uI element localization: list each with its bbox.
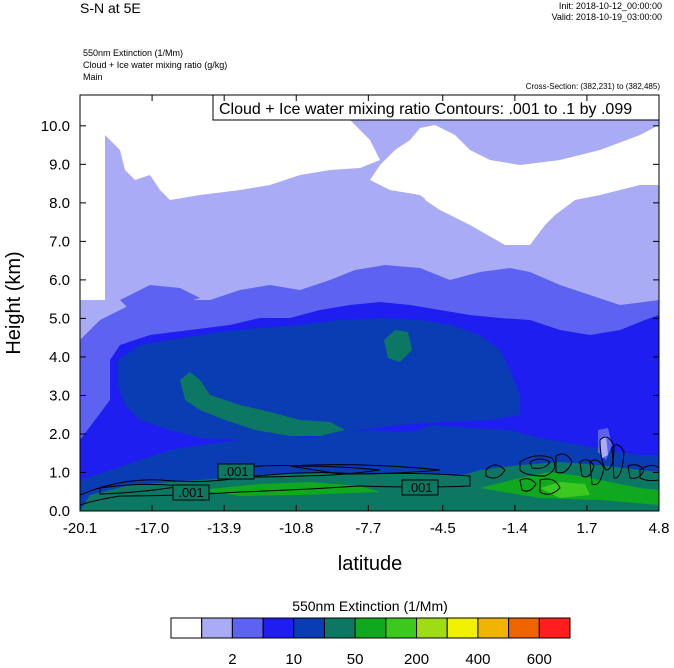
- contour-labels: .001 .001 .001: [172, 463, 439, 501]
- colorbar-swatch: [508, 617, 540, 639]
- contour-label-1: .001: [178, 485, 203, 500]
- y-tick-label: 3.0: [49, 387, 70, 404]
- colorbar-tick-label: 2: [228, 651, 236, 668]
- x-tick-label: -7.7: [355, 520, 381, 537]
- contour-label-3: .001: [407, 480, 432, 495]
- contour-info-box: [212, 94, 660, 121]
- colorbar-tick-label: 400: [465, 651, 490, 668]
- y-tick-label: 9.0: [49, 156, 70, 173]
- x-tick-label: -1.4: [502, 520, 528, 537]
- colorbar-ticks: 2 10 50 200 400 600: [228, 651, 552, 668]
- colorbar-swatch: [446, 617, 479, 639]
- contour-info-text: Cloud + Ice water mixing ratio Contours:…: [219, 101, 632, 118]
- x-axis-label: latitude: [338, 553, 403, 575]
- colorbar-tick-label: 200: [404, 651, 429, 668]
- y-tick-label: 10.0: [41, 118, 70, 135]
- colorbar-swatch: [201, 617, 233, 639]
- x-tick-label: 4.8: [649, 520, 670, 537]
- y-axis-label: Height (km): [3, 251, 25, 354]
- colorbar-swatch: [538, 617, 571, 639]
- mixing-ratio-contours: [80, 436, 659, 506]
- contour-label-box-1: [172, 484, 210, 501]
- y-tick-label: 6.0: [49, 272, 70, 289]
- colorbar-tick-label: 10: [285, 651, 302, 668]
- y-tick-label: 7.0: [49, 233, 70, 250]
- x-axis: -20.1 -17.0 -13.9 -10.8 -7.7 -4.5 -1.4 1.7 4.8: [63, 95, 670, 537]
- y-axis: 0.0 1.0 2.0 3.0 4.0 5.0 6.0 7.0 8.0 9.0 10.0: [41, 118, 659, 520]
- x-tick-label: -10.8: [279, 520, 313, 537]
- y-tick-label: 2.0: [49, 426, 70, 443]
- colorbar-swatch: [293, 617, 325, 639]
- colorbar-swatch: [262, 617, 295, 639]
- y-tick-label: 4.0: [49, 349, 70, 366]
- init-time-label: Init: 2018-10-12_00:00:00: [558, 1, 662, 11]
- colorbar-swatch: [416, 617, 448, 639]
- y-tick-label: 0.0: [49, 503, 70, 520]
- x-tick-label: -17.0: [135, 520, 169, 537]
- x-tick-label: -4.5: [430, 520, 456, 537]
- colorbar-swatch: [477, 617, 510, 639]
- x-tick-label: -20.1: [63, 520, 97, 537]
- contour-label-2: .001: [223, 464, 248, 479]
- colorbar-title: 550nm Extinction (1/Mm): [292, 598, 448, 614]
- contour-label-box-3: [401, 479, 439, 496]
- field-label-main: Main: [83, 72, 103, 82]
- contour-label-box-2: [217, 463, 255, 480]
- cross-section-label: Cross-Section: (382,231) to (382,485): [525, 82, 660, 91]
- colorbar-tick-label: 50: [347, 651, 364, 668]
- colorbar-swatch: [231, 617, 264, 639]
- field-label-mixing-ratio: Cloud + Ice water mixing ratio (g/kg): [83, 60, 228, 70]
- valid-time-label: Valid: 2018-10-19_03:00:00: [551, 12, 662, 22]
- field-label-extinction: 550nm Extinction (1/Mm): [83, 48, 184, 58]
- extinction-field: [80, 95, 659, 511]
- colorbar-swatch: [170, 617, 203, 639]
- main-title: S-N at 5E: [80, 0, 141, 16]
- plot-frame: [79, 94, 660, 512]
- colorbar-tick-label: 600: [527, 651, 552, 668]
- colorbar-swatch: [385, 617, 418, 639]
- x-tick-label: 1.7: [576, 520, 597, 537]
- y-tick-label: 8.0: [49, 195, 70, 212]
- x-tick-label: -13.9: [207, 520, 241, 537]
- colorbar: [170, 617, 571, 639]
- y-tick-label: 1.0: [49, 464, 70, 481]
- colorbar-swatch: [354, 617, 387, 639]
- y-tick-label: 5.0: [49, 310, 70, 327]
- colorbar-swatch: [323, 617, 356, 639]
